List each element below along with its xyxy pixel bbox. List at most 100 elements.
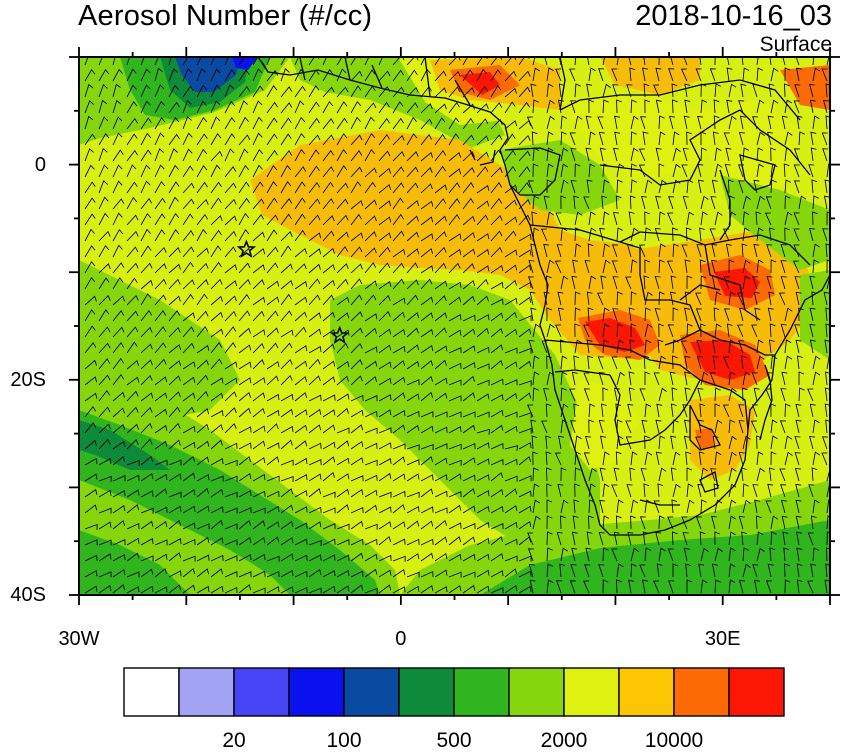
wind-barb (671, 531, 678, 546)
wind-barb (322, 69, 334, 82)
wind-barb (672, 227, 678, 242)
wind-barb (420, 488, 434, 498)
wind-barb (294, 424, 308, 434)
wind-barb (546, 483, 552, 498)
wind-barb (490, 182, 503, 194)
wind-barb (616, 499, 624, 514)
wind-barb (224, 361, 238, 370)
wind-barb (294, 376, 308, 386)
wind-barb (556, 580, 563, 594)
wind-barb (350, 440, 364, 450)
wind-barb (572, 259, 579, 274)
wind-barb (84, 69, 96, 82)
wind-barb (629, 467, 636, 482)
wind-barb (280, 245, 292, 258)
wind-barb (196, 148, 208, 162)
wind-barb (630, 547, 639, 562)
wind-barb (84, 213, 96, 226)
wind-barb (780, 324, 787, 338)
wind-barb (420, 151, 434, 162)
wind-barb (252, 279, 265, 290)
wind-barb (598, 420, 605, 434)
wind-barb (724, 164, 731, 178)
wind-barb (308, 134, 321, 146)
wind-barb (210, 181, 222, 194)
wind-barb (154, 326, 167, 338)
wind-barb (182, 279, 195, 290)
wind-barb (518, 427, 532, 434)
wind-barb (378, 536, 392, 546)
wind-barb (670, 467, 677, 482)
wind-barb (84, 228, 95, 242)
wind-barb (392, 297, 406, 306)
wind-barb (98, 309, 110, 322)
wind-barb (598, 564, 605, 578)
wind-barb (322, 570, 336, 578)
wind-barb (683, 57, 688, 66)
wind-barb (448, 459, 462, 466)
wind-barb (350, 181, 362, 194)
wind-barb (794, 436, 801, 450)
wind-barb (543, 195, 550, 210)
wind-barb (826, 275, 830, 290)
wind-barb (168, 116, 180, 130)
wind-barb (196, 116, 208, 130)
wind-barb (252, 520, 266, 530)
wind-barb (574, 243, 582, 258)
wind-barb (252, 100, 263, 114)
wind-barb (322, 134, 335, 146)
wind-barb (84, 133, 96, 146)
wind-barb (462, 362, 476, 370)
wind-barb (462, 328, 476, 338)
wind-barb (558, 57, 562, 66)
wind-barb (112, 456, 126, 466)
wind-barb (322, 57, 332, 66)
wind-barb (462, 571, 476, 578)
wind-barb (140, 359, 153, 370)
wind-barb (826, 211, 830, 226)
wind-barb (638, 148, 646, 162)
wind-barb (767, 563, 774, 578)
wind-barb (378, 584, 392, 594)
wind-barb (210, 295, 224, 306)
wind-barb (140, 585, 154, 594)
wind-barb (336, 360, 350, 370)
wind-barb (168, 148, 178, 162)
wind-barb (699, 57, 702, 66)
wind-barb (616, 371, 625, 386)
wind-barb (126, 504, 140, 514)
wind-barb (84, 473, 98, 482)
wind-barb (126, 214, 139, 226)
wind-barb (560, 179, 569, 194)
wind-barb (350, 342, 363, 354)
wind-barb (224, 215, 237, 226)
wind-barb (658, 243, 666, 258)
wind-barb (98, 116, 109, 130)
wind-barb (210, 506, 224, 514)
wind-barb (196, 213, 209, 226)
wind-barb (168, 181, 180, 194)
wind-barb (210, 424, 224, 434)
wind-barb (140, 228, 151, 242)
wind-barb (210, 392, 224, 402)
wind-barb (570, 180, 577, 194)
wind-barb (406, 279, 419, 290)
wind-barb (654, 228, 661, 242)
wind-barb (378, 427, 392, 434)
wind-barb (685, 451, 692, 466)
wind-barb (210, 164, 221, 178)
wind-barb (266, 555, 280, 562)
wind-barb (238, 456, 252, 466)
wind-barb (560, 163, 569, 178)
wind-barb (560, 371, 568, 386)
wind-barb (392, 345, 406, 354)
wind-barb (294, 85, 306, 98)
wind-barb (196, 198, 209, 210)
wind-barb (653, 580, 660, 594)
wind-barb (434, 490, 448, 498)
wind-barb (280, 459, 294, 466)
wind-barb (308, 375, 321, 386)
wind-barb (420, 167, 433, 178)
wind-barb (630, 323, 637, 338)
wind-barb (681, 244, 688, 258)
